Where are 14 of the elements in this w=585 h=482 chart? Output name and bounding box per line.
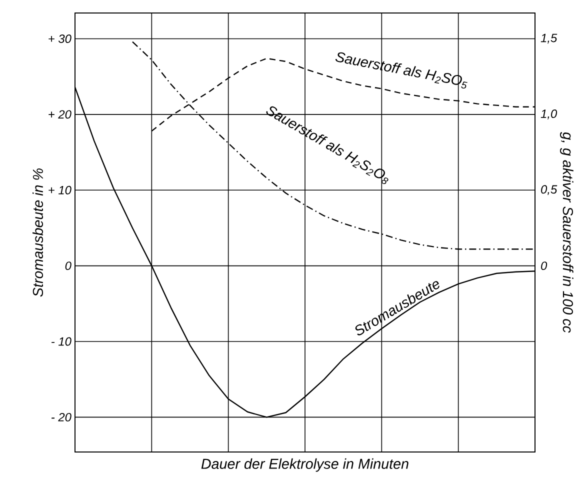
y-tick-label: + 20	[48, 110, 72, 119]
text: Sauerstoff als H$_{2}$SO$_{5}$	[335, 52, 468, 89]
y-tick-label: 0	[65, 262, 72, 270]
y-axis-title: Stromausbeute in %	[32, 168, 44, 297]
y-tick-label: + 10	[48, 186, 72, 194]
y-tick-label: + 30	[48, 34, 72, 43]
y-tick-label: - 10	[51, 337, 72, 346]
y2-tick-label: 0,5	[541, 185, 558, 196]
y2-tick-label: 0	[541, 262, 548, 270]
y-tick-label: - 20	[51, 412, 72, 422]
x-axis-title: Dauer der Elektrolyse in Minuten	[201, 458, 408, 472]
y2-tick-label: 1,5	[540, 34, 558, 44]
y2-axis-title: g, g aktiver Sauerstoff in 100 cc	[560, 132, 574, 333]
y2-tick-label: 1,0	[540, 109, 558, 120]
